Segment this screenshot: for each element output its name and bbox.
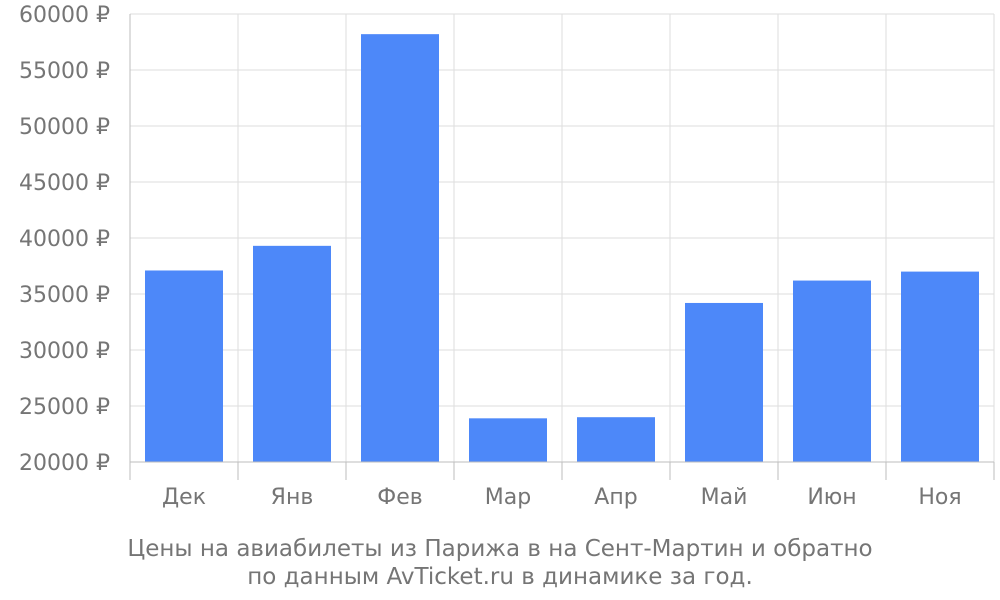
x-tick-label: Янв xyxy=(271,485,314,510)
bar-7 xyxy=(793,280,871,462)
y-tick-label: 50000 ₽ xyxy=(19,115,110,140)
x-tick-label: Мар xyxy=(485,485,531,510)
chart-caption-line-2: по данным AvTicket.ru в динамике за год. xyxy=(247,564,753,590)
x-tick-label: Фев xyxy=(377,485,422,510)
y-tick-label: 20000 ₽ xyxy=(19,451,110,476)
bar-3 xyxy=(361,34,439,462)
y-tick-label: 55000 ₽ xyxy=(19,59,110,84)
x-tick-label: Ноя xyxy=(918,485,961,510)
y-tick-label: 45000 ₽ xyxy=(19,171,110,196)
y-tick-label: 30000 ₽ xyxy=(19,339,110,364)
chart-caption-line-1: Цены на авиабилеты из Парижа в на Сент-М… xyxy=(127,536,873,562)
bar-6 xyxy=(685,302,763,462)
y-tick-label: 35000 ₽ xyxy=(19,283,110,308)
bar-2 xyxy=(253,245,331,462)
bar-1 xyxy=(145,270,223,462)
y-tick-label: 25000 ₽ xyxy=(19,395,110,420)
y-tick-label: 60000 ₽ xyxy=(19,3,110,28)
bar-8 xyxy=(901,271,979,462)
x-tick-label: Июн xyxy=(807,485,856,510)
y-tick-label: 40000 ₽ xyxy=(19,227,110,252)
x-tick-label: Май xyxy=(701,485,748,510)
bar-5 xyxy=(577,417,655,462)
x-tick-label: Дек xyxy=(162,485,206,510)
x-tick-label: Апр xyxy=(594,485,637,510)
bar-4 xyxy=(469,418,547,462)
